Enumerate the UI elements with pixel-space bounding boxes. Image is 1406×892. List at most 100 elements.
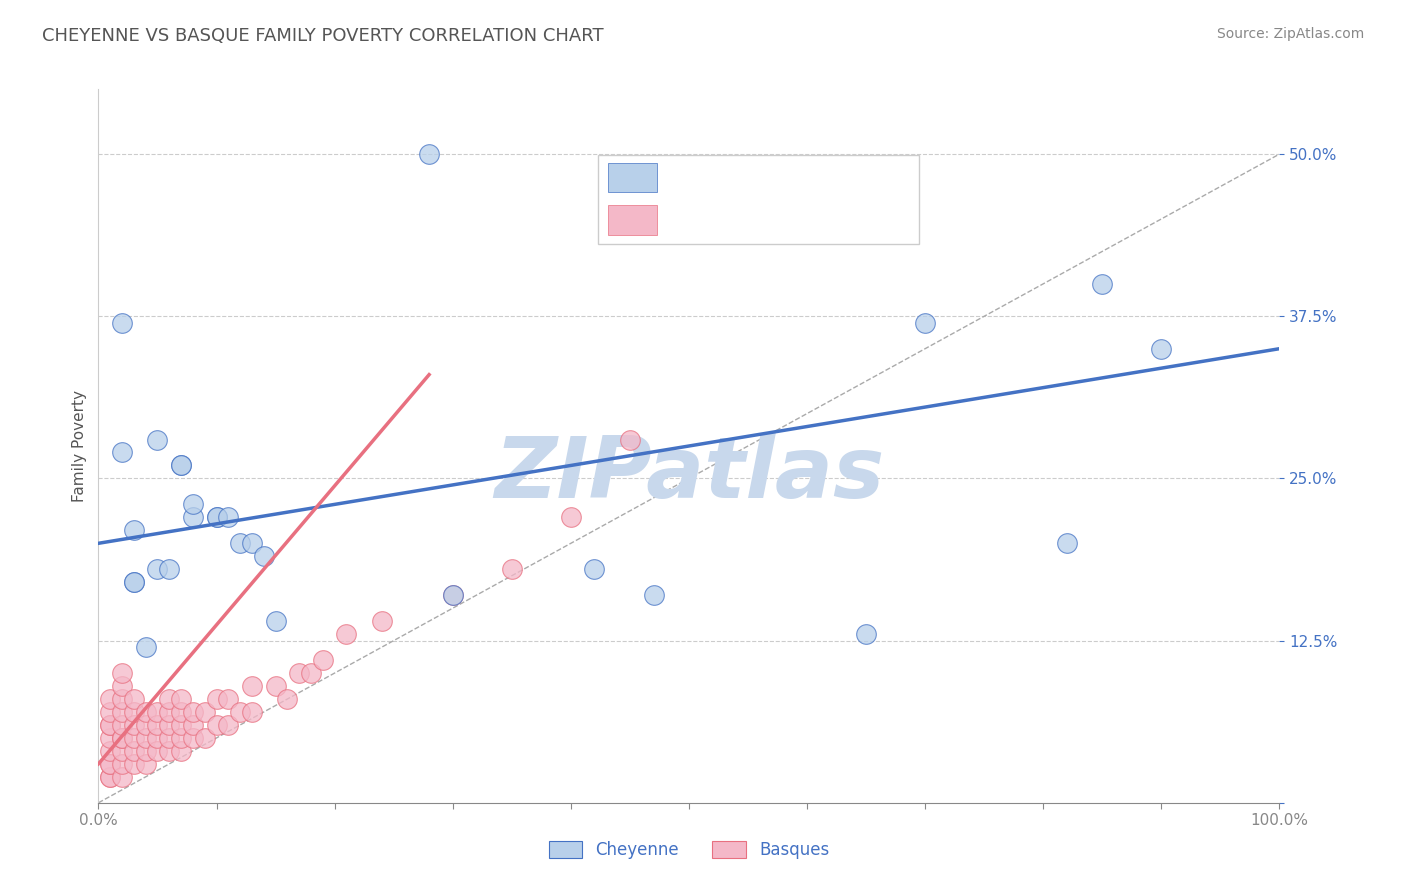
Point — [135, 731, 157, 745]
Point — [122, 718, 145, 732]
Point — [170, 458, 193, 473]
Point — [98, 731, 121, 745]
Point — [146, 731, 169, 745]
Point — [135, 705, 157, 719]
Point — [98, 756, 121, 771]
Point — [253, 549, 276, 564]
Legend: Cheyenne, Basques: Cheyenne, Basques — [541, 834, 837, 866]
Point — [170, 731, 193, 745]
Point — [170, 718, 193, 732]
Point — [205, 510, 228, 524]
Point — [170, 705, 193, 719]
Point — [643, 588, 665, 602]
Point — [135, 756, 157, 771]
Point — [217, 692, 239, 706]
Point — [98, 692, 121, 706]
Point — [181, 497, 204, 511]
Point — [98, 770, 121, 784]
Point — [299, 666, 322, 681]
Point — [441, 588, 464, 602]
Point — [111, 316, 134, 330]
Point — [111, 744, 134, 758]
Point — [146, 705, 169, 719]
Point — [122, 692, 145, 706]
Point — [122, 575, 145, 590]
Point — [181, 705, 204, 719]
Point — [288, 666, 311, 681]
Point — [122, 756, 145, 771]
Point — [111, 718, 134, 732]
Point — [229, 536, 252, 550]
Point — [418, 147, 440, 161]
Point — [1150, 342, 1173, 356]
Point — [135, 744, 157, 758]
Point — [111, 692, 134, 706]
Point — [240, 536, 263, 550]
Point — [194, 731, 217, 745]
Point — [914, 316, 936, 330]
Point — [111, 666, 134, 681]
Point — [264, 679, 287, 693]
Point — [157, 705, 180, 719]
Point — [98, 770, 121, 784]
Point — [111, 731, 134, 745]
Point — [619, 433, 641, 447]
Point — [217, 718, 239, 732]
Point — [111, 445, 134, 459]
Point — [146, 744, 169, 758]
Point — [98, 756, 121, 771]
Point — [335, 627, 357, 641]
Point — [205, 692, 228, 706]
Point — [157, 692, 180, 706]
Point — [240, 679, 263, 693]
Point — [111, 756, 134, 771]
Point — [181, 510, 204, 524]
Point — [122, 524, 145, 538]
Point — [441, 588, 464, 602]
Point — [217, 510, 239, 524]
Point — [181, 731, 204, 745]
Point — [157, 562, 180, 576]
Point — [276, 692, 298, 706]
Point — [264, 614, 287, 628]
Point — [240, 705, 263, 719]
Point — [111, 770, 134, 784]
Point — [229, 705, 252, 719]
Point — [194, 705, 217, 719]
Point — [157, 731, 180, 745]
Point — [98, 718, 121, 732]
Point — [98, 744, 121, 758]
Point — [170, 458, 193, 473]
Point — [146, 433, 169, 447]
Text: Source: ZipAtlas.com: Source: ZipAtlas.com — [1216, 27, 1364, 41]
Point — [170, 692, 193, 706]
Point — [583, 562, 606, 576]
Point — [122, 731, 145, 745]
Point — [135, 640, 157, 654]
Point — [157, 718, 180, 732]
Point — [501, 562, 523, 576]
Point — [111, 731, 134, 745]
Point — [855, 627, 877, 641]
Point — [1091, 277, 1114, 291]
Point — [146, 562, 169, 576]
Point — [157, 744, 180, 758]
Point — [111, 679, 134, 693]
Point — [205, 718, 228, 732]
Point — [170, 744, 193, 758]
Point — [98, 705, 121, 719]
Point — [122, 705, 145, 719]
Point — [181, 718, 204, 732]
Text: CHEYENNE VS BASQUE FAMILY POVERTY CORRELATION CHART: CHEYENNE VS BASQUE FAMILY POVERTY CORREL… — [42, 27, 603, 45]
Point — [111, 705, 134, 719]
Text: ZIPatlas: ZIPatlas — [494, 433, 884, 516]
Point — [312, 653, 335, 667]
Point — [1056, 536, 1078, 550]
Point — [560, 510, 582, 524]
Point — [371, 614, 394, 628]
Point — [122, 744, 145, 758]
Point — [122, 575, 145, 590]
Y-axis label: Family Poverty: Family Poverty — [72, 390, 87, 502]
Point — [98, 718, 121, 732]
Point — [146, 718, 169, 732]
